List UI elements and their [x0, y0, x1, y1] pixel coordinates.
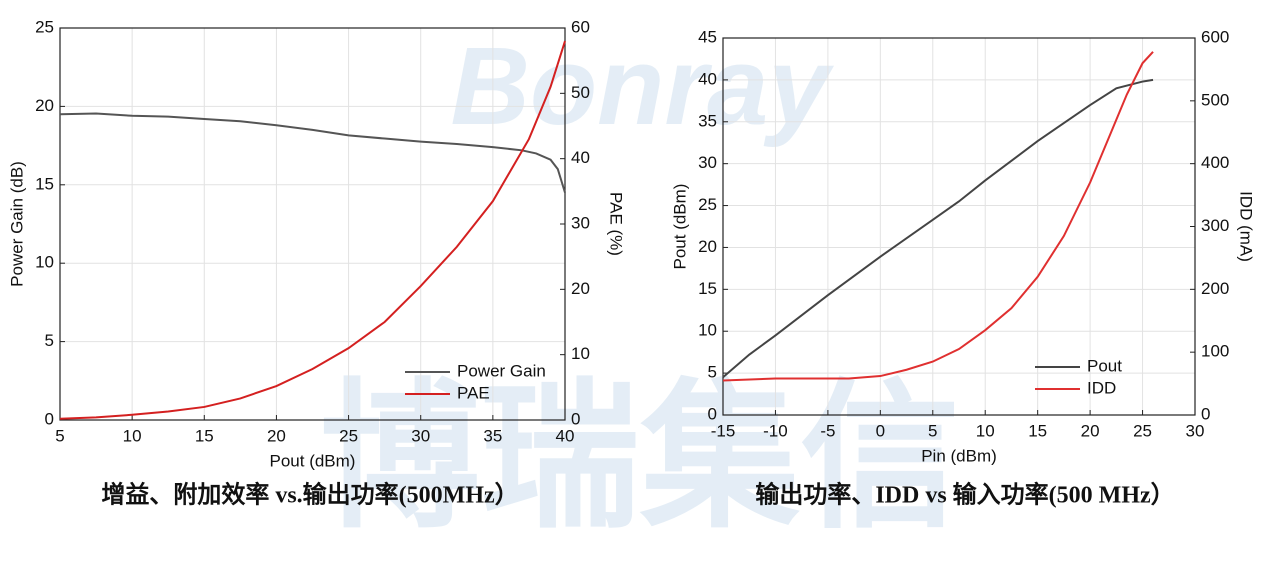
y-axis-label: Pout (dBm) [670, 184, 689, 270]
y2-tick-label: 10 [571, 344, 590, 363]
y-tick-label: 25 [698, 195, 717, 214]
y2-tick-label: 500 [1201, 90, 1229, 109]
legend-label: Pout [1087, 356, 1122, 375]
series-line [722, 51, 1154, 382]
watermark-logo: Bonray [451, 25, 835, 148]
y2-tick-label: 200 [1201, 279, 1229, 298]
y2-tick-label: 30 [571, 213, 590, 232]
chart-caption: 增益、附加效率 vs.输出功率(500MHz） [101, 481, 518, 509]
series-line [59, 112, 566, 193]
y-tick-label: 25 [35, 17, 54, 36]
chart-caption: 输出功率、IDD vs 输入功率(500 MHz） [755, 481, 1174, 509]
y2-tick-label: 40 [571, 148, 590, 167]
y-tick-label: 30 [698, 153, 717, 172]
plot-frame [59, 27, 566, 421]
plot-frame [722, 37, 1196, 416]
y2-tick-label: 600 [1201, 27, 1229, 46]
y-tick-label: 10 [698, 321, 717, 340]
x-tick-label: 35 [483, 426, 502, 445]
x-axis-label: Pin (dBm) [921, 446, 997, 465]
legend-label: Power Gain [457, 361, 546, 380]
y-tick-label: 20 [698, 237, 717, 256]
y2-axis-label: IDD (mA) [1237, 191, 1256, 262]
y-tick-label: 0 [708, 404, 717, 423]
y2-tick-label: 100 [1201, 342, 1229, 361]
y2-tick-label: 0 [1201, 404, 1210, 423]
x-tick-label: 20 [267, 426, 286, 445]
x-tick-label: 10 [976, 421, 995, 440]
legend-label: PAE [457, 383, 490, 402]
y2-tick-label: 400 [1201, 153, 1229, 172]
x-tick-label: 20 [1081, 421, 1100, 440]
y-tick-label: 15 [35, 174, 54, 193]
x-tick-label: 30 [1186, 421, 1205, 440]
y2-tick-label: 300 [1201, 216, 1229, 235]
x-tick-label: 25 [339, 426, 358, 445]
y-tick-label: 5 [708, 363, 717, 382]
x-tick-label: 15 [195, 426, 214, 445]
y2-tick-label: 50 [571, 83, 590, 102]
y2-tick-label: 60 [571, 17, 590, 36]
y-tick-label: 15 [698, 279, 717, 298]
x-tick-label: 5 [55, 426, 64, 445]
x-tick-label: 25 [1133, 421, 1152, 440]
x-tick-label: 5 [928, 421, 937, 440]
x-tick-label: 15 [1028, 421, 1047, 440]
y2-tick-label: 20 [571, 279, 590, 298]
x-tick-label: 10 [123, 426, 142, 445]
x-tick-label: -5 [820, 421, 835, 440]
y-tick-label: 45 [698, 27, 717, 46]
y-tick-label: 20 [35, 96, 54, 115]
watermark-text: 博瑞集信 [320, 367, 960, 546]
y2-axis-label: PAE (%) [607, 192, 626, 256]
y-tick-label: 40 [698, 69, 717, 88]
y-tick-label: 10 [35, 253, 54, 272]
y-tick-label: 5 [45, 331, 54, 350]
series-line [722, 78, 1154, 379]
x-tick-label: 40 [556, 426, 575, 445]
y-axis-label: Power Gain (dB) [7, 161, 26, 287]
x-tick-label: 0 [876, 421, 885, 440]
series-line [59, 40, 566, 420]
x-tick-label: -15 [711, 421, 736, 440]
legend-label: IDD [1087, 378, 1116, 397]
y-tick-label: 0 [45, 409, 54, 428]
x-tick-label: 30 [411, 426, 430, 445]
y2-tick-label: 0 [571, 409, 580, 428]
x-axis-label: Pout (dBm) [270, 451, 356, 470]
x-tick-label: -10 [763, 421, 788, 440]
y-tick-label: 35 [698, 111, 717, 130]
